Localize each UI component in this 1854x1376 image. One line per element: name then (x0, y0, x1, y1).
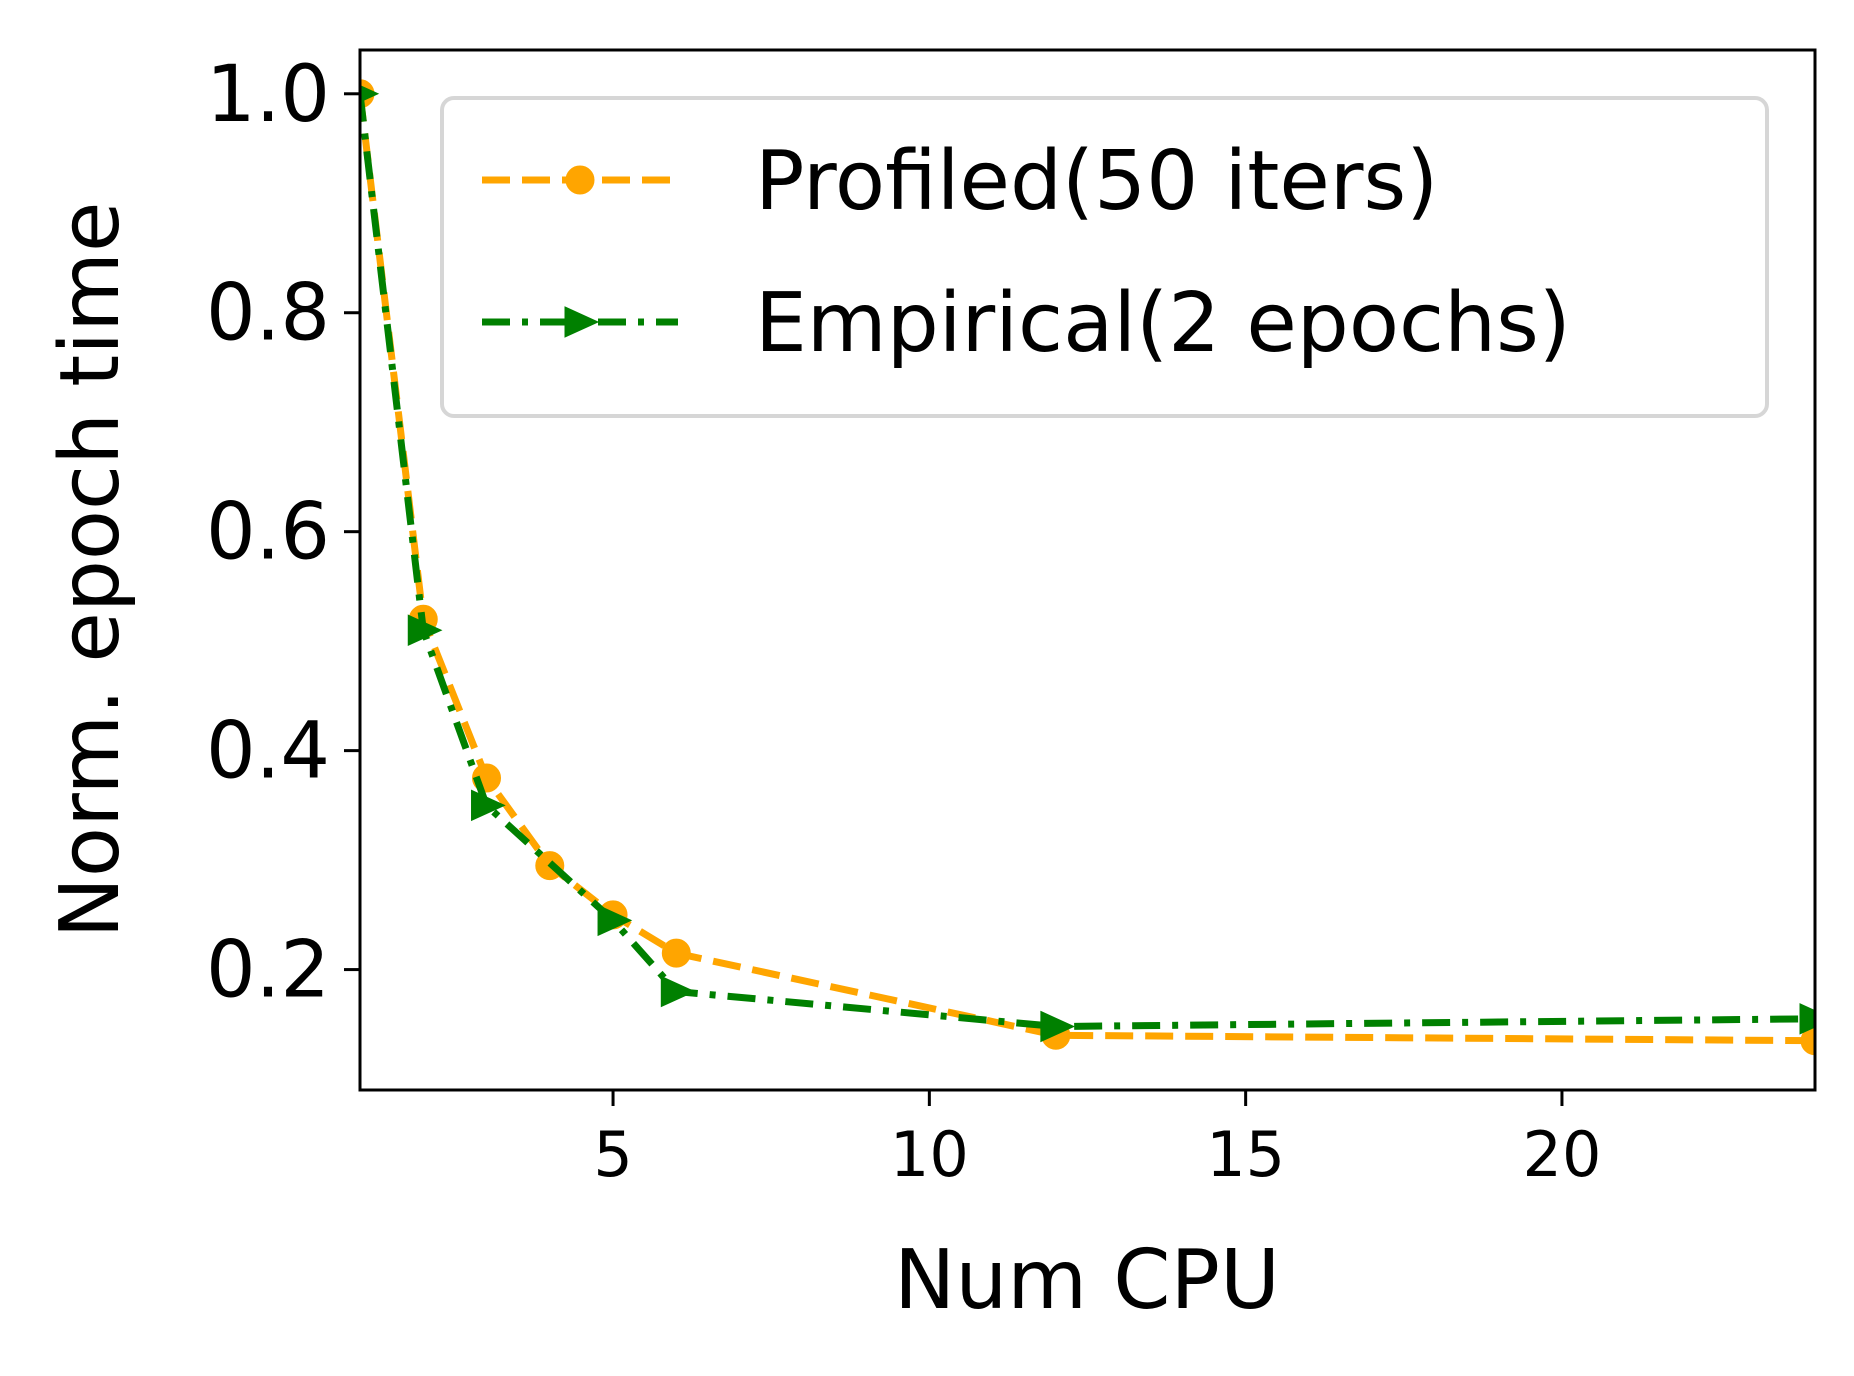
legend-marker (564, 306, 600, 338)
data-point (597, 904, 633, 937)
legend-entry: Profiled(50 iters) (482, 134, 1438, 229)
data-point (1799, 1003, 1815, 1035)
x-tick-label: 5 (593, 1118, 632, 1191)
y-axis: 0.2 0.4 0.6 0.8 1.0 (206, 50, 360, 1016)
y-tick-label: 0.2 (206, 926, 330, 1016)
data-point (661, 938, 691, 968)
data-point (407, 614, 443, 646)
y-tick-label: 0.4 (206, 707, 330, 797)
data-point (1040, 1010, 1076, 1043)
y-tick-label: 1.0 (206, 50, 330, 140)
y-tick-label: 0.8 (206, 269, 330, 359)
plot-frame (358, 48, 1817, 1092)
y-axis-label: Norm. epoch time (43, 202, 138, 939)
x-tick-label: 10 (890, 1118, 969, 1191)
x-axis-label: Num CPU (894, 1233, 1280, 1328)
legend-label: Profiled(50 iters) (755, 134, 1438, 229)
x-axis: 5 10 15 20 (593, 1090, 1601, 1191)
legend-label: Empirical(2 epochs) (755, 276, 1571, 371)
data-point (660, 975, 696, 1008)
data-point (1800, 1026, 1815, 1056)
y-tick-label: 0.6 (206, 488, 330, 578)
series-layer (360, 79, 1815, 1056)
legend-marker (565, 165, 595, 195)
data-point (471, 789, 506, 822)
x-tick-label: 15 (1206, 1118, 1285, 1191)
legend: Profiled(50 iters) Empirical(2 epochs) (440, 96, 1769, 418)
legend-entry: Empirical(2 epochs) (482, 276, 1571, 371)
legend-frame (440, 96, 1769, 418)
series-1 (360, 85, 1815, 1043)
x-tick-label: 20 (1523, 1118, 1602, 1191)
